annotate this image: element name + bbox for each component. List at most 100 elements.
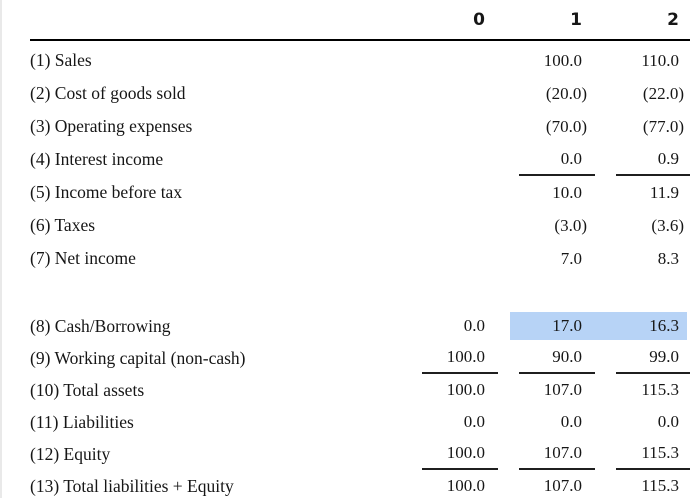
row-label: (13) Total liabilities + Equity <box>30 475 234 496</box>
value-inner <box>422 209 498 242</box>
value-text: 110.0 <box>641 50 679 70</box>
value-text: 8.3 <box>657 248 679 268</box>
value-inner <box>422 242 498 275</box>
value-cell: 0.9 <box>595 143 690 176</box>
value-text: (70.0) <box>545 116 587 136</box>
value-text: (3.6) <box>651 215 684 235</box>
value-text: 100.0 <box>446 443 485 462</box>
value-text: 7.0 <box>560 248 582 268</box>
value-inner: 115.3 <box>616 470 690 502</box>
table-body: (1) Sales 100.0 110.0 (2) Cost of goods sol… <box>2 44 690 502</box>
value-text: 0.0 <box>463 412 485 431</box>
value-with-sum-rule: 90.0 <box>519 342 595 374</box>
value-cell: 0.0 <box>498 406 595 438</box>
value-cell: 99.0 <box>595 342 690 374</box>
value-text: 100.0 <box>446 347 485 366</box>
value-text: (77.0) <box>642 116 684 136</box>
column-header-text: 2 <box>667 9 679 30</box>
value-with-sum-rule: 99.0 <box>616 342 690 374</box>
selection-highlight <box>510 312 687 340</box>
section-income-statement: (1) Sales 100.0 110.0 (2) Cost of goods sol… <box>2 44 690 275</box>
value-cell: 90.0 <box>498 342 595 374</box>
table-row: (11) Liabilities 0.0 0.0 0.0 <box>30 406 690 438</box>
value-cell: 107.0 <box>498 374 595 406</box>
value-text: 115.3 <box>641 380 679 399</box>
value-text: 99.0 <box>649 347 679 366</box>
value-cell <box>401 143 498 176</box>
column-header-text: 0 <box>473 9 485 30</box>
value-text: 11.9 <box>649 182 679 202</box>
value-inner: (70.0) <box>519 110 595 143</box>
value-inner: (22.0) <box>616 77 690 110</box>
table-row: (13) Total liabilities + Equity 100.0 107.… <box>30 470 690 502</box>
column-header: 1 <box>498 0 595 39</box>
value-text: (3.0) <box>554 215 587 235</box>
value-text: 107.0 <box>543 380 582 399</box>
value-text: 100.0 <box>446 380 485 399</box>
value-cell: 107.0 <box>498 438 595 470</box>
value-inner: (3.6) <box>616 209 690 242</box>
value-inner: 7.0 <box>519 242 595 275</box>
value-inner: 115.3 <box>616 374 690 406</box>
table-row: (10) Total assets 100.0 107.0 115.3 <box>30 374 690 406</box>
value-cell: (20.0) <box>498 77 595 110</box>
value-inner: (77.0) <box>616 110 690 143</box>
column-header: 0 <box>401 0 498 39</box>
value-inner: 8.3 <box>616 242 690 275</box>
value-inner: 17.0 <box>519 310 595 342</box>
value-cell <box>401 77 498 110</box>
table-row: (8) Cash/Borrowing 0.0 17.0 16.3 <box>30 310 690 342</box>
row-label: (5) Income before tax <box>30 182 183 202</box>
value-cell: 115.3 <box>595 374 690 406</box>
value-inner: 0.0 <box>519 406 595 438</box>
value-inner: 16.3 <box>616 310 690 342</box>
table-row: (1) Sales 100.0 110.0 <box>30 44 690 77</box>
value-inner <box>422 44 498 77</box>
value-with-sum-rule: 100.0 <box>422 438 498 470</box>
section-balance-sheet: (8) Cash/Borrowing 0.0 17.0 16.3 (9) Working… <box>2 310 690 502</box>
value-cell: 107.0 <box>498 470 595 502</box>
column-header-text: 1 <box>570 9 582 30</box>
value-inner: (20.0) <box>519 77 595 110</box>
value-text: 107.0 <box>543 443 582 462</box>
value-cell: 100.0 <box>401 374 498 406</box>
value-text: 0.0 <box>560 412 582 431</box>
value-inner: 107.0 <box>519 470 595 502</box>
row-label: (10) Total assets <box>30 379 145 400</box>
value-text: 10.0 <box>552 182 582 202</box>
value-cell: 100.0 <box>401 470 498 502</box>
value-text: 100.0 <box>446 476 485 495</box>
value-cell: 0.0 <box>401 406 498 438</box>
value-cell: (22.0) <box>595 77 690 110</box>
value-cell: 100.0 <box>401 342 498 374</box>
value-text: 107.0 <box>543 476 582 495</box>
value-with-sum-rule: 0.0 <box>519 143 595 176</box>
value-text: 16.3 <box>649 316 679 335</box>
value-cell: 11.9 <box>595 176 690 209</box>
header-label-spacer <box>30 0 401 39</box>
value-cell: 100.0 <box>401 438 498 470</box>
value-inner: 0.0 <box>422 310 498 342</box>
value-text: 115.3 <box>641 476 679 495</box>
value-with-sum-rule: 115.3 <box>616 438 690 470</box>
value-inner: 100.0 <box>422 374 498 406</box>
value-text: 0.0 <box>463 316 485 335</box>
value-inner: 0.0 <box>422 406 498 438</box>
value-text: 0.0 <box>560 148 582 168</box>
value-text: 115.3 <box>641 443 679 462</box>
value-inner <box>422 176 498 209</box>
value-cell <box>401 176 498 209</box>
value-text: 17.0 <box>552 316 582 335</box>
value-cell: 10.0 <box>498 176 595 209</box>
value-cell: 100.0 <box>498 44 595 77</box>
value-cell: (77.0) <box>595 110 690 143</box>
table-row: (12) Equity 100.0 107.0 115.3 <box>30 438 690 470</box>
value-inner <box>422 77 498 110</box>
row-label: (2) Cost of goods sold <box>30 83 186 103</box>
row-label: (6) Taxes <box>30 215 96 235</box>
value-inner: 110.0 <box>616 44 690 77</box>
table-row: (7) Net income 7.0 8.3 <box>30 242 690 275</box>
table-header: 0 1 2 <box>30 0 690 41</box>
column-header: 2 <box>595 0 690 39</box>
